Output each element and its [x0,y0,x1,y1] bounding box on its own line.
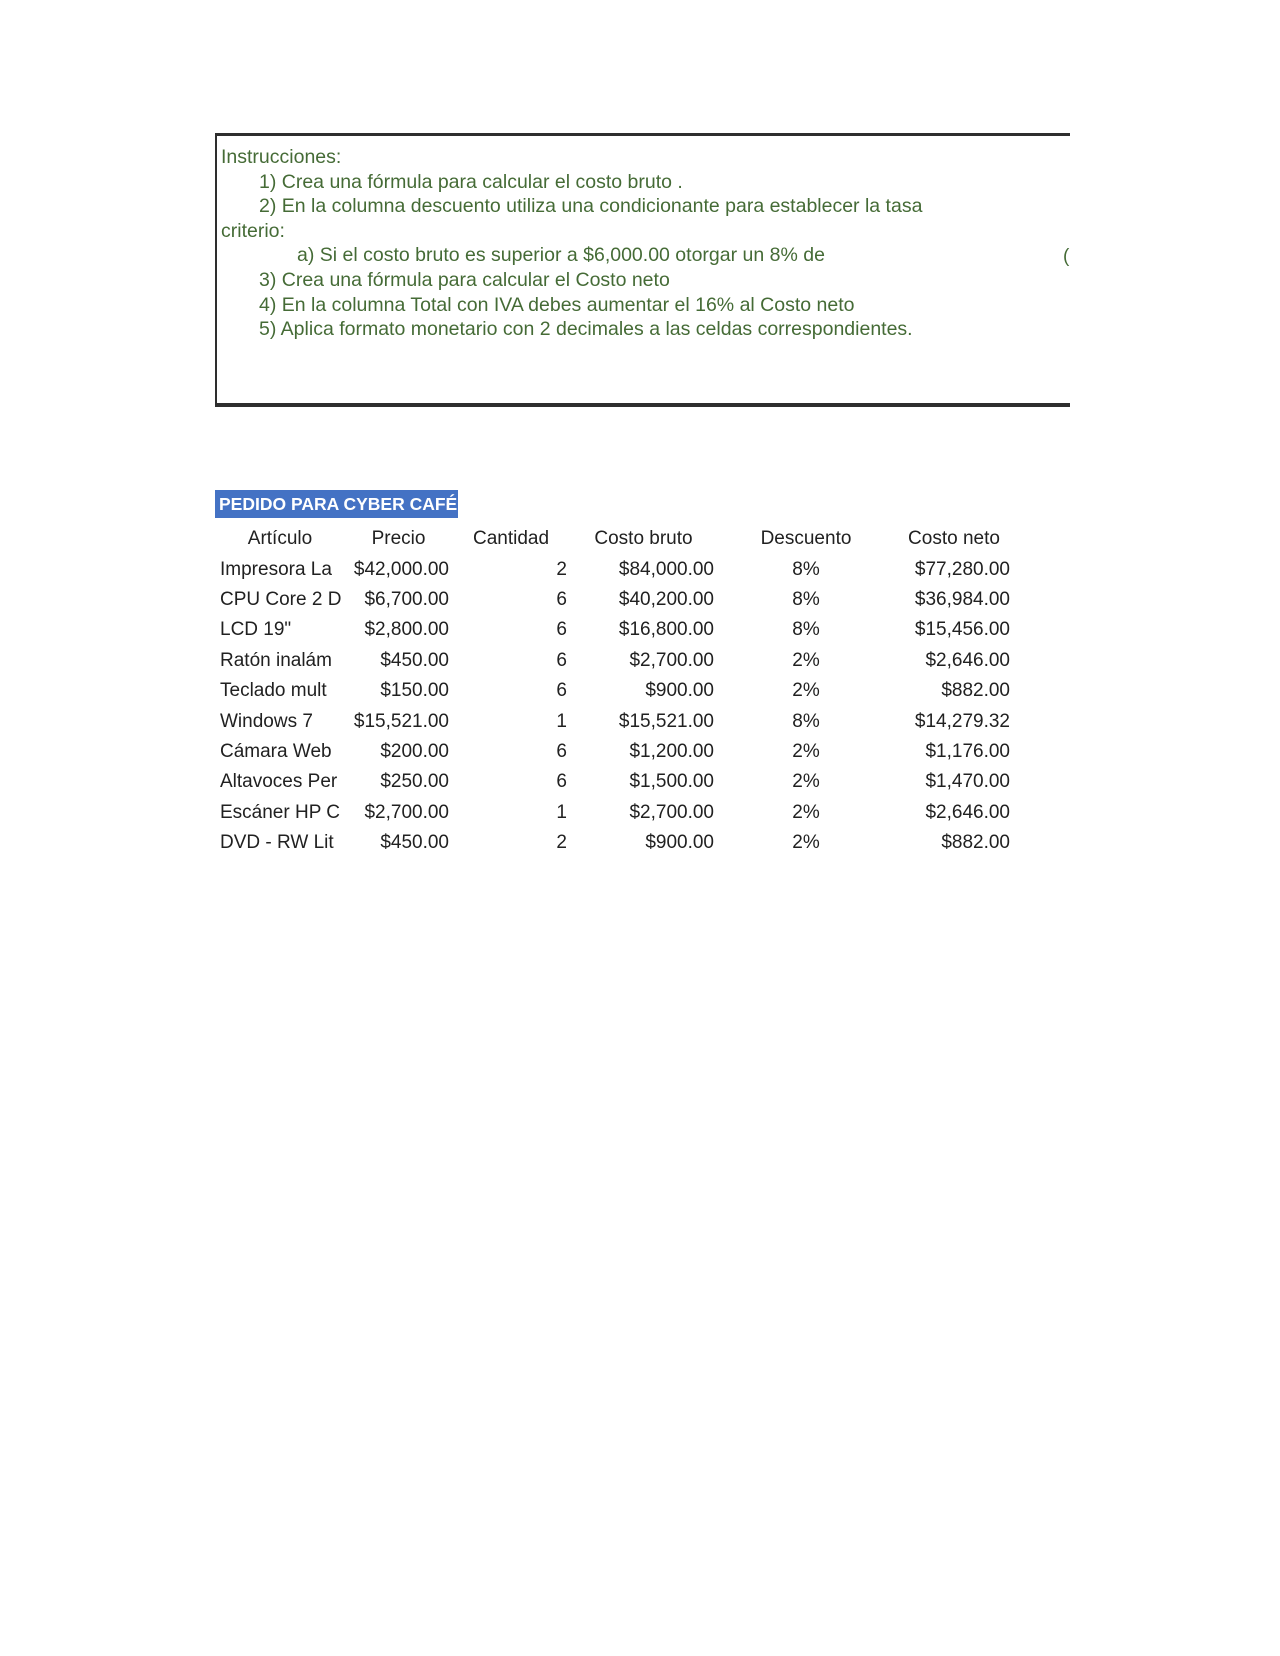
column-header-articulo: Artículo [247,528,313,550]
cell-articulo: LCD 19" [220,619,292,641]
cell-articulo: Ratón inalám [220,649,332,671]
table-title: PEDIDO PARA CYBER CAFÉ [215,490,458,518]
cell-articulo: Impresora La [220,558,332,580]
cell-cantidad: 6 [556,740,567,762]
instruction-line-3: 3) Crea una fórmula para calcular el Cos… [259,268,670,291]
cell-articulo: Cámara Web [220,740,332,762]
cell-precio: $250.00 [380,771,449,793]
cell-articulo: Escáner HP C [220,801,341,823]
cell-cantidad: 6 [556,680,567,702]
cell-costo-bruto: $84,000.00 [618,558,714,580]
cell-descuento: 2% [792,832,820,854]
cell-costo-neto: $2,646.00 [925,649,1010,671]
cell-descuento: 2% [792,771,820,793]
cell-costo-bruto: $15,521.00 [618,710,714,732]
instruction-line-5: 5) Aplica formato monetario con 2 decima… [259,318,913,341]
cell-costo-neto: $36,984.00 [914,588,1010,610]
cell-costo-neto: $15,456.00 [914,619,1010,641]
cell-cantidad: 1 [556,801,567,823]
cell-articulo: Altavoces Per [220,771,338,793]
cell-costo-bruto: $1,500.00 [629,771,714,793]
cell-descuento: 8% [792,619,820,641]
cell-descuento: 2% [792,740,820,762]
cell-articulo: Windows 7 [220,710,313,732]
cell-descuento: 2% [792,649,820,671]
instruction-line-2a: a) Si el costo bruto es superior a $6,00… [297,244,825,267]
cell-descuento: 2% [792,801,820,823]
instruction-line-4: 4) En la columna Total con IVA debes aum… [259,293,855,316]
cell-cantidad: 6 [556,649,567,671]
cell-costo-neto: $2,646.00 [925,801,1010,823]
cell-cantidad: 6 [556,619,567,641]
column-header-precio: Precio [371,528,426,550]
cell-cantidad: 6 [556,771,567,793]
cell-costo-bruto: $40,200.00 [618,588,714,610]
cell-costo-neto: $882.00 [941,680,1010,702]
column-header-descuento: Descuento [760,528,852,550]
instruction-line-criterio: criterio: [221,219,285,242]
cell-costo-bruto: $2,700.00 [629,801,714,823]
cell-costo-neto: $882.00 [941,832,1010,854]
clipped-text-fragment: ( [1063,246,1070,267]
cell-precio: $200.00 [380,740,449,762]
cell-precio: $450.00 [380,832,449,854]
cell-descuento: 8% [792,710,820,732]
cell-costo-bruto: $1,200.00 [629,740,714,762]
instructions-box: Instrucciones: 1) Crea una fórmula para … [215,133,1070,407]
cell-costo-neto: $14,279.32 [914,710,1010,732]
cell-costo-bruto: $900.00 [645,832,714,854]
cell-precio: $42,000.00 [353,558,449,580]
order-table: Artículo Precio Cantidad Costo bruto Des… [215,524,1013,858]
instruction-line-1: 1) Crea una fórmula para calcular el cos… [259,170,683,193]
column-header-costo-neto: Costo neto [908,528,1000,550]
cell-precio: $2,800.00 [364,619,449,641]
cell-articulo: DVD - RW Lit [220,832,334,854]
cell-costo-bruto: $2,700.00 [629,649,714,671]
instructions-heading: Instrucciones: [221,146,342,168]
cell-cantidad: 2 [556,832,567,854]
cell-precio: $6,700.00 [364,588,449,610]
cell-precio: $150.00 [380,680,449,702]
cell-precio: $2,700.00 [364,801,449,823]
cell-descuento: 8% [792,588,820,610]
cell-costo-neto: $1,176.00 [925,740,1010,762]
cell-cantidad: 2 [556,558,567,580]
cell-cantidad: 1 [556,710,567,732]
column-header-cantidad: Cantidad [472,528,550,550]
cell-precio: $15,521.00 [353,710,449,732]
cell-costo-neto: $1,470.00 [925,771,1010,793]
cell-articulo: Teclado mult [220,680,327,702]
cell-cantidad: 6 [556,588,567,610]
instruction-line-2: 2) En la columna descuento utiliza una c… [259,195,923,218]
cell-costo-neto: $77,280.00 [914,558,1010,580]
cell-precio: $450.00 [380,649,449,671]
cell-descuento: 8% [792,558,820,580]
cell-descuento: 2% [792,680,820,702]
cell-costo-bruto: $900.00 [645,680,714,702]
column-header-costo-bruto: Costo bruto [594,528,693,550]
cell-articulo: CPU Core 2 D [220,588,342,610]
cell-costo-bruto: $16,800.00 [618,619,714,641]
